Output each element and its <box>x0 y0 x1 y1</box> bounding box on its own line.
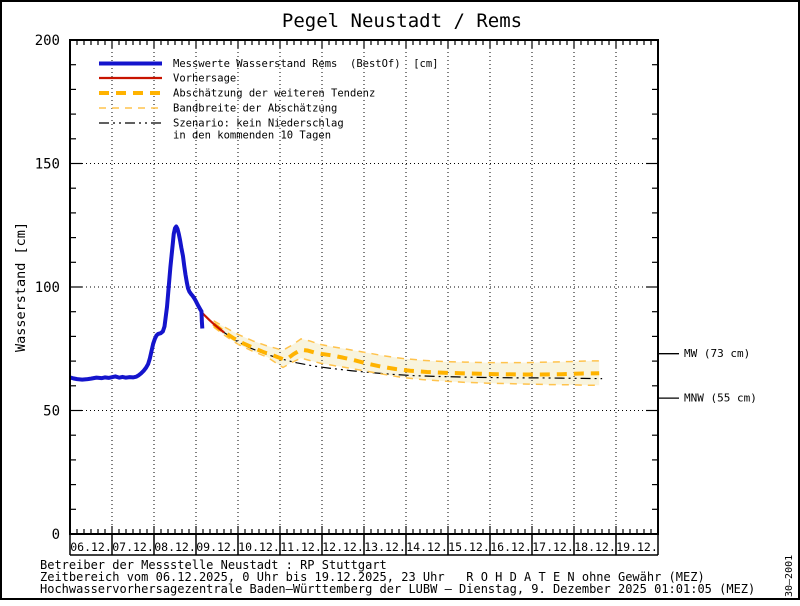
x-tick-label: 08.12. <box>154 540 196 554</box>
y-axis-labels: 0 50 100 150 200 <box>35 33 60 543</box>
legend-label-1: Messwerte Wasserstand Rems (BestOf) [cm] <box>173 58 439 70</box>
gridlines <box>70 40 658 534</box>
x-tick-label: 18.12. <box>574 540 616 554</box>
y-tick-label: 50 <box>43 404 60 420</box>
x-tick-label: 15.12. <box>448 540 490 554</box>
legend-label-2: Vorhersage <box>173 73 236 85</box>
y-tick-label: 200 <box>35 33 60 49</box>
x-tick-label: 10.12. <box>238 540 280 554</box>
legend-label-5: in den kommenden 10 Tagen <box>173 130 331 142</box>
x-tick-label: 07.12. <box>112 540 154 554</box>
plot-stamp: 30–2001 <box>784 555 795 597</box>
x-tick-label: 14.12. <box>406 540 448 554</box>
series-band_lower <box>213 326 600 387</box>
footer-operator: Betreiber der Messstelle Neustadt : RP S… <box>40 558 387 572</box>
x-tick-label: 17.12. <box>532 540 574 554</box>
legend: Messwerte Wasserstand Rems (BestOf) [cm]… <box>99 58 439 142</box>
legend-label-5: Szenario: kein Niederschlag <box>173 118 344 130</box>
reference-label: MW (73 cm) <box>684 347 750 360</box>
x-tick-label: 19.12. <box>616 540 658 554</box>
x-tick-label: 09.12. <box>196 540 238 554</box>
footer-timerange: Zeitbereich vom 06.12.2025, 0 Uhr bis 19… <box>40 570 705 584</box>
data-series <box>69 224 603 387</box>
y-tick-label: 0 <box>52 527 60 543</box>
footer-source: Hochwasservorhersagezentrale Baden–Württ… <box>40 582 755 596</box>
x-tick-label: 13.12. <box>364 540 406 554</box>
reference-label: MNW (55 cm) <box>684 392 757 405</box>
x-tick-label: 11.12. <box>280 540 322 554</box>
series-band_upper <box>213 320 600 364</box>
x-tick-label: 12.12. <box>322 540 364 554</box>
series-tendenz <box>212 322 600 377</box>
y-tick-label: 150 <box>35 157 60 173</box>
series-vorhersage <box>199 310 225 334</box>
series-szenario <box>223 331 603 380</box>
band-fill <box>213 320 600 386</box>
y-tick-label: 100 <box>35 280 60 296</box>
x-tick-label: 16.12. <box>490 540 532 554</box>
chart-title: Pegel Neustadt / Rems <box>282 10 522 32</box>
legend-label-3: Abschätzung der weiteren Tendenz <box>173 88 375 100</box>
x-tick-label: 06.12. <box>70 540 112 554</box>
series-messwerte <box>69 224 205 382</box>
x-axis-labels: 06.12. 07.12. 08.12. 09.12. 10.12. 11.12. 12.1… <box>69 534 659 556</box>
reference-annotations: MW (73 cm) MNW (55 cm) <box>658 347 757 405</box>
uncertainty-band <box>213 320 600 386</box>
legend-label-4: Bandbreite der Abschätzung <box>173 103 337 115</box>
y-axis-title: Wasserstand [cm] <box>13 222 29 352</box>
